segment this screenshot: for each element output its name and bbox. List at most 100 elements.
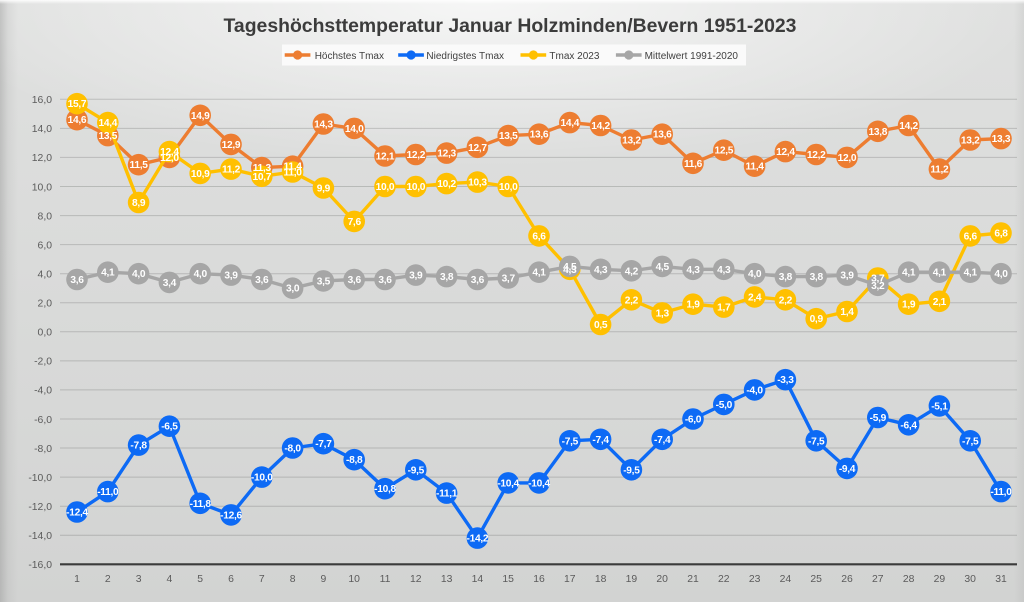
svg-text:12,5: 12,5 [714, 146, 733, 157]
svg-text:28: 28 [903, 574, 915, 585]
svg-text:4,2: 4,2 [625, 266, 639, 277]
svg-text:5: 5 [197, 574, 203, 585]
svg-text:-6,4: -6,4 [900, 420, 917, 431]
svg-text:-7,8: -7,8 [130, 441, 147, 452]
svg-text:3,7: 3,7 [871, 274, 885, 285]
svg-text:1,3: 1,3 [656, 308, 670, 319]
svg-text:12,9: 12,9 [222, 140, 241, 151]
svg-text:1,9: 1,9 [902, 300, 916, 311]
svg-text:14,4: 14,4 [98, 118, 117, 129]
svg-text:Tmax 2023: Tmax 2023 [549, 51, 599, 62]
svg-text:22: 22 [718, 574, 730, 585]
svg-text:10,0: 10,0 [376, 182, 395, 193]
svg-text:3,6: 3,6 [255, 275, 269, 286]
svg-text:14,0: 14,0 [32, 124, 52, 135]
svg-text:10,3: 10,3 [468, 178, 487, 189]
svg-text:4: 4 [167, 574, 173, 585]
svg-text:-4,0: -4,0 [746, 385, 763, 396]
svg-text:3,5: 3,5 [317, 276, 331, 287]
svg-text:4,0: 4,0 [194, 269, 208, 280]
svg-text:12,0: 12,0 [32, 153, 52, 164]
svg-text:12,2: 12,2 [406, 150, 425, 161]
svg-text:-10,0: -10,0 [251, 473, 273, 484]
svg-text:Mittelwert 1991-2020: Mittelwert 1991-2020 [645, 51, 739, 62]
svg-text:30: 30 [964, 574, 976, 585]
svg-text:15: 15 [502, 574, 514, 585]
svg-text:12,4: 12,4 [776, 147, 795, 158]
svg-text:11,2: 11,2 [222, 165, 241, 176]
svg-text:4,1: 4,1 [902, 268, 916, 279]
svg-text:4,1: 4,1 [101, 268, 115, 279]
svg-text:15,7: 15,7 [68, 99, 87, 110]
svg-text:18: 18 [595, 574, 607, 585]
svg-text:25: 25 [810, 574, 822, 585]
svg-text:13,5: 13,5 [499, 131, 518, 142]
svg-text:3,8: 3,8 [779, 272, 793, 283]
svg-text:6,6: 6,6 [964, 231, 978, 242]
svg-text:4,1: 4,1 [964, 268, 978, 279]
svg-text:-10,0: -10,0 [28, 473, 52, 484]
svg-text:17: 17 [564, 574, 576, 585]
svg-text:0,5: 0,5 [594, 320, 608, 331]
svg-text:1,4: 1,4 [840, 307, 854, 318]
svg-text:11,0: 11,0 [284, 168, 303, 179]
svg-text:-4,0: -4,0 [34, 386, 52, 397]
svg-text:4,0: 4,0 [994, 269, 1008, 280]
svg-text:13,3: 13,3 [992, 134, 1011, 145]
svg-text:13,2: 13,2 [961, 136, 980, 147]
svg-text:21: 21 [687, 574, 699, 585]
svg-text:11,2: 11,2 [930, 165, 949, 176]
svg-text:20: 20 [656, 574, 668, 585]
svg-text:-14,2: -14,2 [467, 534, 489, 545]
svg-text:8,9: 8,9 [132, 198, 146, 209]
svg-text:14,6: 14,6 [68, 115, 87, 126]
svg-text:29: 29 [934, 574, 946, 585]
svg-text:13: 13 [441, 574, 453, 585]
svg-text:4,1: 4,1 [532, 268, 546, 279]
svg-text:11,5: 11,5 [130, 160, 149, 171]
svg-text:-8,0: -8,0 [284, 444, 301, 455]
svg-text:-9,4: -9,4 [839, 464, 856, 475]
svg-text:-11,0: -11,0 [990, 487, 1012, 498]
svg-text:-11,1: -11,1 [436, 489, 458, 500]
svg-text:-11,8: -11,8 [190, 499, 212, 510]
svg-text:1,9: 1,9 [686, 300, 700, 311]
svg-text:14: 14 [472, 574, 484, 585]
svg-text:-5,0: -5,0 [716, 400, 733, 411]
svg-text:10,2: 10,2 [437, 179, 456, 190]
svg-text:2,2: 2,2 [625, 295, 639, 306]
svg-text:-9,5: -9,5 [623, 465, 640, 476]
svg-text:9,9: 9,9 [317, 184, 331, 195]
svg-text:2,2: 2,2 [779, 295, 793, 306]
svg-text:8,0: 8,0 [38, 211, 53, 222]
svg-text:-12,0: -12,0 [28, 502, 52, 513]
svg-text:Niedrigstes Tmax: Niedrigstes Tmax [426, 51, 504, 62]
svg-text:11,3: 11,3 [253, 163, 272, 174]
svg-text:-12,4: -12,4 [66, 508, 88, 519]
svg-text:12,2: 12,2 [807, 150, 826, 161]
svg-text:-7,7: -7,7 [315, 439, 332, 450]
svg-text:14,2: 14,2 [899, 121, 918, 132]
svg-text:6,0: 6,0 [38, 240, 53, 251]
svg-text:4,0: 4,0 [132, 269, 146, 280]
svg-text:13,2: 13,2 [622, 136, 641, 147]
svg-text:12,1: 12,1 [376, 152, 395, 163]
svg-text:0,0: 0,0 [38, 328, 53, 339]
svg-text:11,4: 11,4 [284, 162, 303, 173]
svg-text:1: 1 [74, 574, 80, 585]
svg-text:3,6: 3,6 [70, 275, 84, 286]
svg-text:13,5: 13,5 [98, 131, 117, 142]
svg-text:3,9: 3,9 [224, 271, 238, 282]
svg-text:2,0: 2,0 [38, 299, 53, 310]
svg-text:-3,3: -3,3 [777, 375, 794, 386]
svg-text:-16,0: -16,0 [28, 560, 52, 571]
svg-text:14,9: 14,9 [191, 111, 210, 122]
svg-text:-6,0: -6,0 [34, 415, 52, 426]
svg-text:14,0: 14,0 [345, 124, 364, 135]
svg-text:6,6: 6,6 [532, 231, 546, 242]
svg-text:2,4: 2,4 [748, 292, 762, 303]
svg-text:12,3: 12,3 [437, 149, 456, 160]
svg-text:-7,5: -7,5 [962, 436, 979, 447]
svg-text:-6,5: -6,5 [161, 422, 178, 433]
svg-text:0,9: 0,9 [810, 314, 824, 325]
